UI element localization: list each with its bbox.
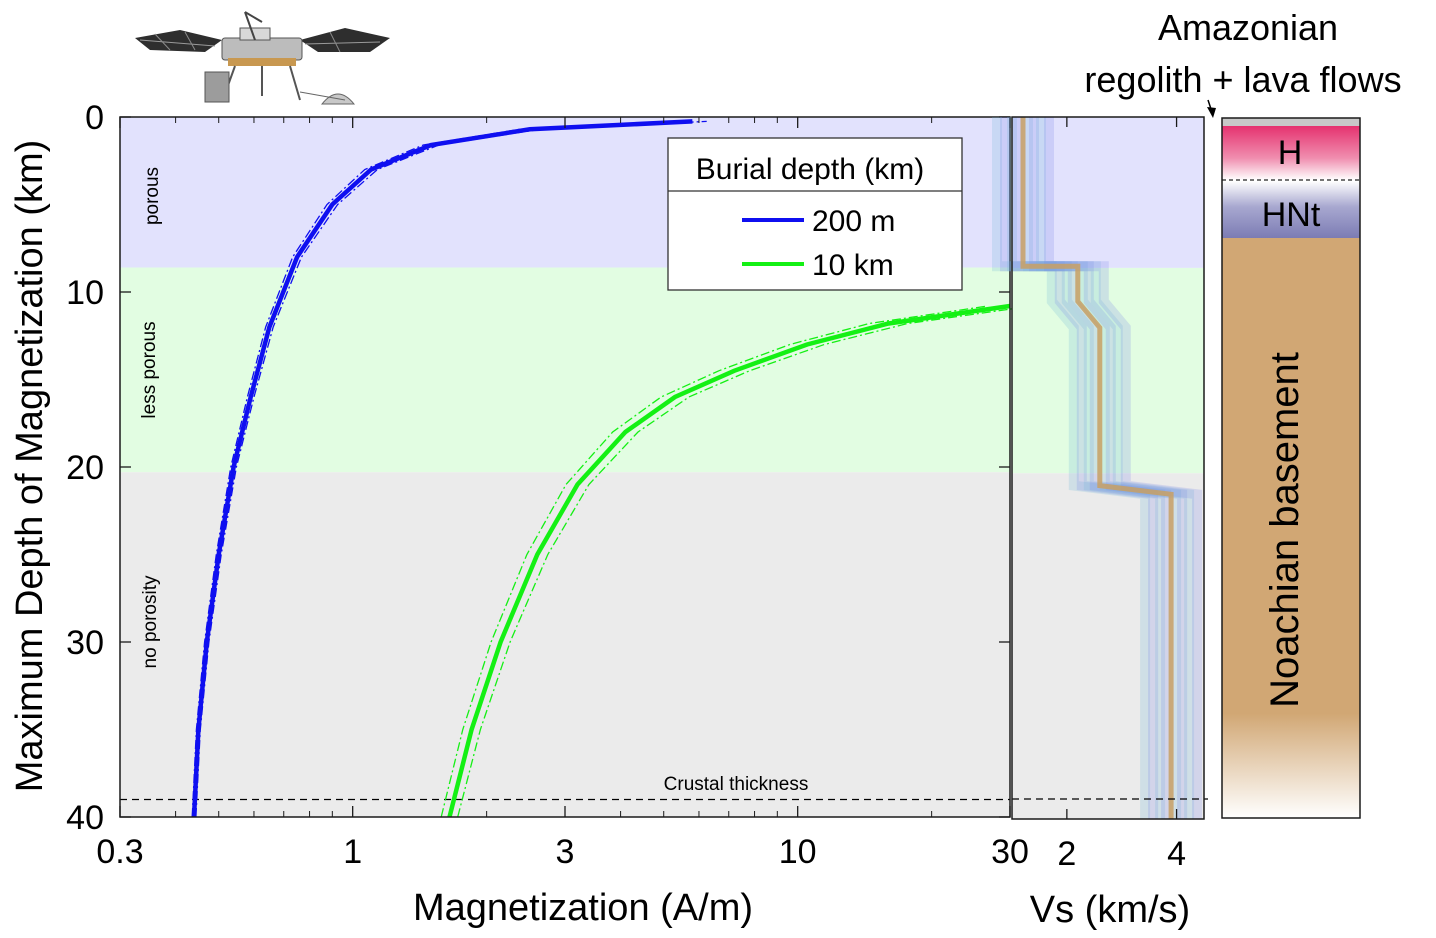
vs-plot-frame	[1011, 116, 1205, 820]
series-10km-bound-1	[457, 305, 1033, 818]
stratigraphic-column: H HNt Noachian basement	[1221, 117, 1361, 819]
layer-label-h: H	[1278, 134, 1303, 172]
vs-median-line	[1020, 117, 1174, 819]
vs-x-axis-label: Vs (km/s)	[1030, 889, 1190, 931]
zone-band-2	[120, 472, 1010, 817]
layer-noachian	[1222, 238, 1360, 818]
layer-h	[1222, 126, 1360, 180]
y-tick-label: 20	[66, 449, 104, 487]
y-tick-label: 10	[66, 274, 104, 312]
legend: Burial depth (km) 200 m 10 km	[667, 137, 963, 291]
amazonian-label-2: regolith + lava flows	[1084, 59, 1401, 100]
series-200m-line	[191, 119, 693, 818]
layer-hnt	[1222, 181, 1360, 238]
x-axis-label: Magnetization (A/m)	[413, 887, 753, 929]
y-tick-label: 30	[66, 624, 104, 662]
zone-label-less-porous: less porous	[139, 321, 160, 418]
layer-label-hnt: HNt	[1262, 196, 1321, 234]
legend-title: Burial depth (km)	[696, 153, 924, 186]
insight-lander-icon	[135, 11, 390, 105]
crustal-thickness-label: Crustal thickness	[664, 774, 809, 795]
amazonian-label-1: Amazonian	[1158, 7, 1338, 48]
vs-zone-band-0	[1012, 117, 1204, 268]
legend-box	[667, 137, 963, 291]
vs-x-tick-label: 2	[1057, 835, 1076, 873]
x-tick-label: 30	[991, 833, 1029, 871]
legend-label-10km: 10 km	[812, 249, 894, 282]
strat-frame	[1221, 117, 1361, 819]
zone-band-1	[120, 267, 1010, 473]
x-tick-label: 10	[779, 833, 817, 871]
layer-amazonian	[1222, 118, 1360, 126]
series-10km-bound-0	[440, 305, 988, 818]
x-tick-label: 3	[556, 833, 575, 871]
legend-label-200m: 200 m	[812, 205, 895, 238]
x-tick-label: 1	[343, 833, 362, 871]
zone-label-porous: porous	[142, 167, 163, 225]
amazonian-arrow-icon	[1207, 99, 1216, 118]
y-tick-label: 40	[66, 799, 104, 837]
vs-zone-band-1	[1012, 267, 1204, 474]
series-10km-line	[447, 303, 1011, 818]
layer-label-noachian: Noachian basement	[1263, 352, 1307, 708]
zone-label-no-porosity: no porosity	[140, 575, 161, 668]
y-axis-label: Maximum Depth of Magnetization (km)	[9, 140, 51, 793]
vs-ensemble-band-0	[992, 117, 1151, 819]
y-tick-label: 0	[85, 99, 104, 137]
x-tick-label: 0.3	[96, 833, 143, 871]
vs-x-tick-label: 4	[1167, 835, 1186, 873]
